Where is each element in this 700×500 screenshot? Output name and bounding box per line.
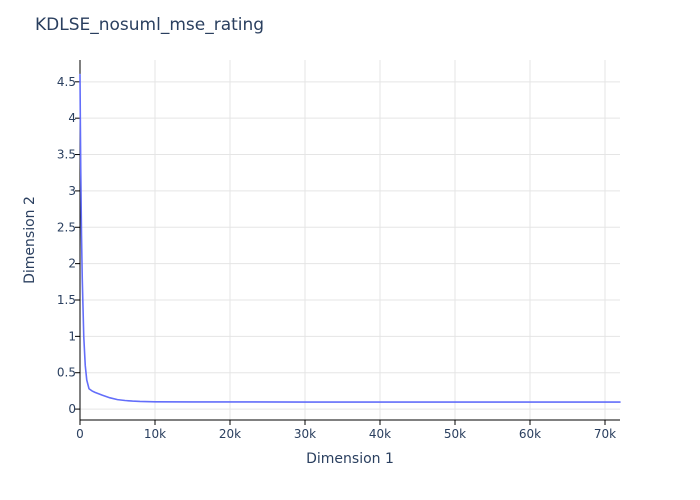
y-axis-ticks: 0 0.5 1 1.5 2 2.5 3 3.5 4 4.5	[57, 75, 80, 416]
y-tick-label: 1	[68, 329, 76, 343]
y-tick-label: 3.5	[57, 148, 76, 162]
x-axis-ticks: 0 10k 20k 30k 40k 50k 60k 70k	[76, 420, 616, 441]
y-tick-label: 4.5	[57, 75, 76, 89]
y-tick-label: 4	[68, 111, 76, 125]
x-tick-label: 40k	[369, 427, 391, 441]
y-tick-label: 2	[68, 257, 76, 271]
x-grid	[154, 60, 606, 420]
y-tick-label: 3	[68, 184, 76, 198]
y-tick-label: 0.5	[57, 366, 76, 380]
x-tick-label: 70k	[594, 427, 616, 441]
x-axis-label: Dimension 1	[306, 451, 394, 467]
y-axis-label: Dimension 2	[22, 196, 38, 284]
y-tick-label: 2.5	[57, 220, 76, 234]
y-tick-label: 1.5	[57, 293, 76, 307]
x-tick-label: 50k	[444, 427, 466, 441]
series-line	[79, 73, 621, 403]
x-tick-label: 30k	[294, 427, 316, 441]
x-tick-label: 60k	[519, 427, 541, 441]
chart-title: KDLSE_nosuml_mse_rating	[35, 15, 264, 35]
x-tick-label: 10k	[144, 427, 166, 441]
y-tick-label: 0	[68, 402, 76, 416]
x-tick-label: 20k	[219, 427, 241, 441]
x-tick-label: 0	[76, 427, 84, 441]
y-grid	[80, 81, 620, 410]
